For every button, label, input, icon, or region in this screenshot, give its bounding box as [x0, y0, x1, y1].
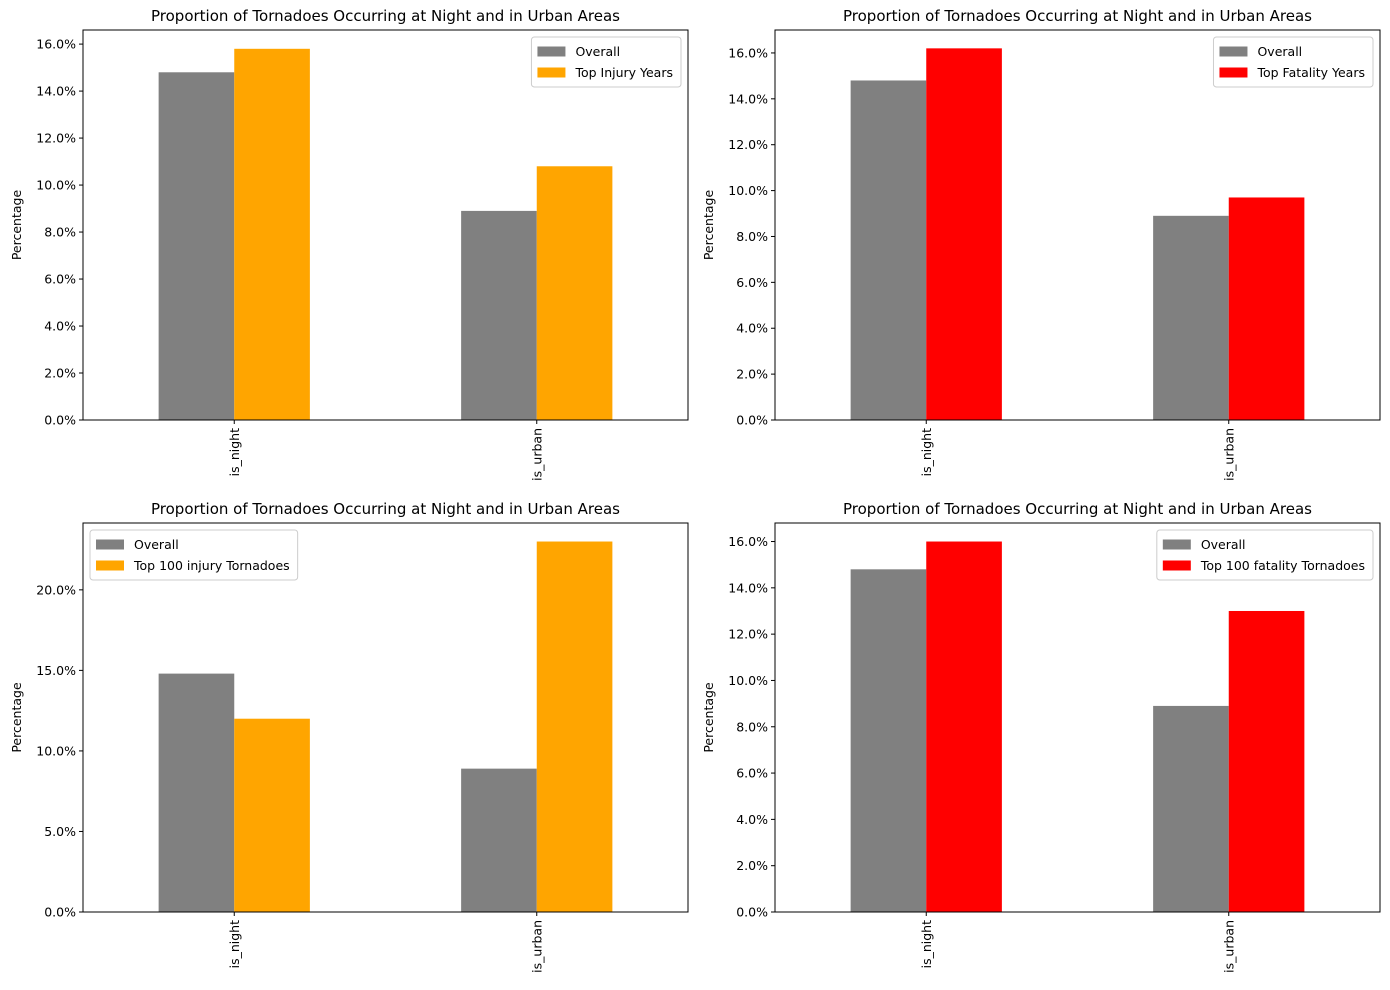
- y-tick-label: 15.0%: [36, 663, 76, 678]
- x-tick-label-is_urban: is_urban: [1221, 428, 1236, 481]
- bar-top-100-fatality-tornadoes-is_night: [926, 541, 1002, 912]
- legend-box: [89, 529, 299, 581]
- legend-swatch: [537, 46, 566, 57]
- bar-top-100-injury-tornadoes-is_night: [234, 718, 310, 912]
- y-tick-label: 0.0%: [44, 905, 76, 920]
- chart-title: Proportion of Tornadoes Occurring at Nig…: [151, 500, 620, 518]
- legend: Overall Top 100 fatality Tornadoes: [1156, 529, 1374, 581]
- bar-overall-is_urban: [461, 768, 537, 912]
- y-axis-label: Percentage: [9, 190, 24, 261]
- bar-top-fatality-years-is_night: [926, 48, 1002, 420]
- legend-swatch: [1162, 560, 1191, 571]
- x-tick-label-is_night: is_night: [919, 920, 934, 968]
- axes-frame: [82, 522, 689, 913]
- y-tick-label: 20.0%: [36, 582, 76, 597]
- y-tick-label: 2.0%: [736, 858, 768, 873]
- bar-top-fatality-years-is_urban: [1228, 197, 1305, 420]
- y-tick-label: 4.0%: [736, 321, 768, 336]
- subplot-1: 0.0% 2.0% 4.0% 6.0% 8.0% 10.0% 12.0% 14.0% 16.0%…: [9, 7, 689, 481]
- y-tick-label: 8.0%: [736, 719, 768, 734]
- y-tick-label: 12.0%: [728, 627, 768, 642]
- subplot-3: 0.0% 5.0% 10.0% 15.0% 20.0% is_night is_urban P…: [9, 500, 689, 973]
- y-tick-label: 14.0%: [728, 580, 768, 595]
- legend-swatch: [96, 560, 124, 571]
- y-tick-label: 6.0%: [44, 272, 76, 287]
- legend-label: Top Fatality Years: [1256, 65, 1365, 80]
- y-tick-label: 0.0%: [736, 413, 768, 428]
- bar-overall-is_night: [158, 72, 235, 420]
- legend-box: [1212, 36, 1374, 88]
- y-tick-label: 0.0%: [44, 413, 76, 428]
- y-tick-label: 10.0%: [36, 178, 76, 193]
- legend-swatch: [537, 67, 566, 78]
- legend-swatch: [1219, 67, 1248, 78]
- y-tick-label: 8.0%: [44, 225, 76, 240]
- y-tick-label: 16.0%: [728, 45, 768, 60]
- y-tick-label: 12.0%: [36, 131, 76, 146]
- y-tick-label: 14.0%: [728, 91, 768, 106]
- legend-label: Overall: [1257, 44, 1302, 59]
- x-tick-label-is_urban: is_urban: [529, 428, 544, 481]
- legend-label: Top 100 fatality Tornadoes: [1200, 558, 1365, 573]
- y-tick-label: 2.0%: [44, 366, 76, 381]
- chart-title: Proportion of Tornadoes Occurring at Nig…: [843, 7, 1312, 25]
- y-tick-label: 6.0%: [736, 275, 768, 290]
- bar-overall-is_urban: [461, 210, 537, 420]
- axes-frame: [82, 29, 689, 421]
- bar-overall-is_night: [850, 80, 927, 420]
- y-tick-label: 14.0%: [36, 84, 76, 99]
- y-tick-label: 6.0%: [736, 766, 768, 781]
- y-tick-label: 12.0%: [728, 137, 768, 152]
- bar-overall-is_night: [158, 673, 235, 912]
- axes-frame: [774, 522, 1381, 913]
- bar-overall-is_urban: [1153, 215, 1229, 420]
- y-tick-label: 8.0%: [736, 229, 768, 244]
- y-tick-label: 10.0%: [36, 743, 76, 758]
- legend-swatch: [1219, 46, 1248, 57]
- bar-top-100-injury-tornadoes-is_urban: [536, 541, 613, 912]
- chart-title: Proportion of Tornadoes Occurring at Nig…: [151, 7, 620, 25]
- x-tick-label-is_night: is_night: [227, 920, 242, 968]
- y-tick-label: 16.0%: [36, 37, 76, 52]
- y-axis-label: Percentage: [701, 682, 716, 753]
- y-tick-label: 4.0%: [736, 812, 768, 827]
- y-tick-label: 2.0%: [736, 367, 768, 382]
- legend-swatch: [96, 539, 124, 550]
- y-tick-label: 16.0%: [728, 534, 768, 549]
- legend: Overall Top Injury Years: [530, 36, 682, 88]
- subplot-4: 0.0% 2.0% 4.0% 6.0% 8.0% 10.0% 12.0% 14.0% 16.0%…: [701, 500, 1381, 973]
- bar-overall-is_night: [850, 569, 927, 912]
- bar-top-injury-years-is_night: [234, 48, 310, 421]
- bar-overall-is_urban: [1153, 705, 1229, 912]
- subplot-2: 0.0% 2.0% 4.0% 6.0% 8.0% 10.0% 12.0% 14.0% 16.0%…: [701, 7, 1381, 481]
- x-tick-label-is_night: is_night: [227, 428, 242, 476]
- legend-label: Overall: [575, 44, 620, 59]
- bar-top-100-fatality-tornadoes-is_urban: [1228, 610, 1305, 912]
- y-tick-label: 0.0%: [736, 905, 768, 920]
- y-tick-label: 5.0%: [44, 824, 76, 839]
- legend-label: Top Injury Years: [574, 65, 673, 80]
- legend-label: Overall: [134, 537, 179, 552]
- x-tick-label-is_urban: is_urban: [1221, 920, 1236, 973]
- legend-label: Top 100 injury Tornadoes: [133, 558, 290, 573]
- y-tick-label: 10.0%: [728, 673, 768, 688]
- x-tick-label-is_urban: is_urban: [529, 920, 544, 973]
- legend-box: [1156, 529, 1374, 581]
- y-tick-label: 4.0%: [44, 319, 76, 334]
- legend: Overall Top Fatality Years: [1212, 36, 1374, 88]
- axes-frame: [774, 29, 1381, 421]
- x-tick-label-is_night: is_night: [919, 428, 934, 476]
- y-axis-label: Percentage: [701, 190, 716, 261]
- legend-label: Overall: [1201, 537, 1246, 552]
- legend-box: [530, 36, 682, 88]
- y-tick-label: 10.0%: [728, 183, 768, 198]
- bar-top-injury-years-is_urban: [536, 166, 613, 420]
- legend: Overall Top 100 injury Tornadoes: [89, 529, 299, 581]
- y-axis-label: Percentage: [9, 682, 24, 753]
- chart-title: Proportion of Tornadoes Occurring at Nig…: [843, 500, 1312, 518]
- legend-swatch: [1162, 539, 1191, 550]
